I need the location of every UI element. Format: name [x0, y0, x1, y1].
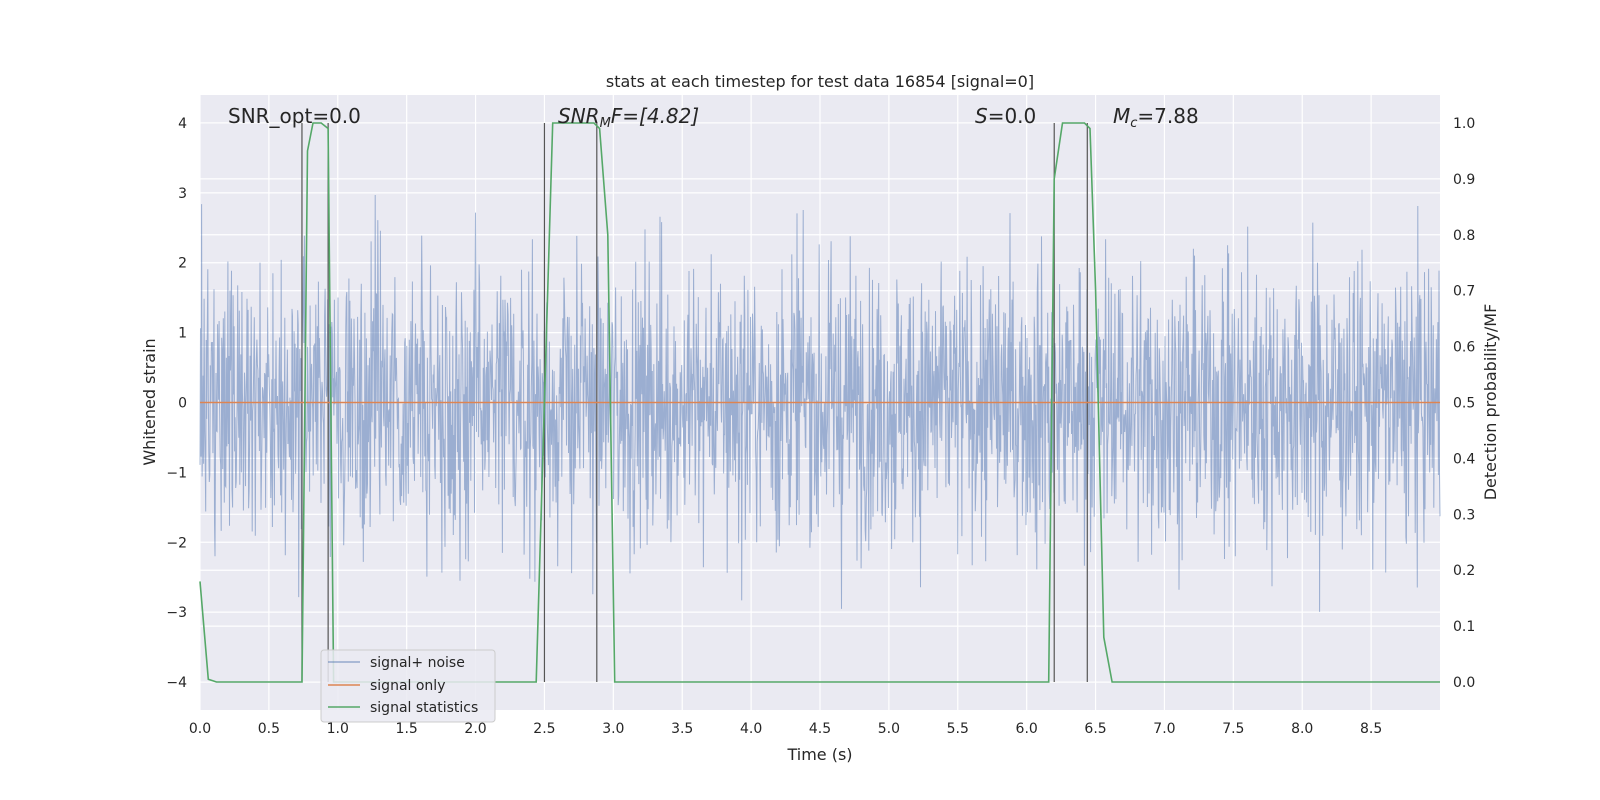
x-tick-label: 6.0: [1016, 721, 1038, 737]
y-right-tick-label: 0.9: [1453, 172, 1475, 188]
chart-title: stats at each timestep for test data 168…: [606, 72, 1034, 91]
mc-italic: M: [1113, 104, 1130, 128]
snr-mf-sub: M: [600, 116, 611, 131]
x-tick-label: 6.5: [1084, 721, 1106, 737]
x-tick-label: 5.0: [878, 721, 900, 737]
mc-rest: =7.88: [1137, 104, 1198, 128]
x-tick-label: 0.5: [258, 721, 280, 737]
y-right-tick-label: 0.3: [1453, 507, 1475, 523]
y-right-axis-label: Detection probability/MF: [1481, 304, 1500, 501]
annotation-mc: Mc=7.88: [1113, 104, 1199, 131]
legend-label-signal-statistics: signal statistics: [370, 700, 478, 716]
legend-label-signal-only: signal only: [370, 678, 445, 694]
x-tick-label: 4.0: [740, 721, 762, 737]
y-right-tick-label: 0.8: [1453, 228, 1475, 244]
annotation-snr-mf: SNRMF=[4.82]: [558, 104, 699, 131]
mc-sub: c: [1130, 116, 1137, 131]
x-tick-label: 2.5: [533, 721, 555, 737]
y-left-tick-label: −3: [166, 605, 187, 621]
signal-noise-series: [199, 194, 1441, 612]
y-left-tick-label: 4: [178, 116, 187, 132]
legend-box: [320, 649, 496, 723]
x-tick-label: 4.5: [809, 721, 831, 737]
y-left-tick-label: −2: [166, 535, 187, 551]
x-tick-label: 5.5: [947, 721, 969, 737]
y-right-tick-label: 0.6: [1453, 340, 1475, 356]
y-left-tick-label: 0: [178, 396, 187, 412]
y-right-tick-label: 0.4: [1453, 451, 1475, 467]
y-left-tick-label: 2: [178, 256, 187, 272]
x-tick-label: 1.0: [327, 721, 349, 737]
snr-mf-prefix: SNR: [558, 104, 600, 128]
annotation-snr-opt: SNR_opt=0.0: [228, 104, 361, 128]
y-left-axis-label: Whitened strain: [140, 338, 159, 465]
snr-mf-rest: F=[4.82]: [611, 104, 699, 128]
y-left-tick-label: 3: [178, 186, 187, 202]
x-tick-label: 8.0: [1291, 721, 1313, 737]
x-tick-label: 3.0: [602, 721, 624, 737]
y-left-tick-label: −4: [166, 675, 187, 691]
x-tick-label: 7.0: [1153, 721, 1175, 737]
x-tick-label: 0.0: [189, 721, 211, 737]
signal-statistics-line: [199, 122, 1440, 683]
y-left-tick-label: 1: [178, 326, 187, 342]
x-tick-label: 1.5: [396, 721, 418, 737]
y-left-tick-labels: −4 −3 −2 −1 0 1 2 3 4: [166, 116, 187, 691]
y-right-tick-label: 0.1: [1453, 619, 1475, 635]
y-right-tick-label: 0.2: [1453, 563, 1475, 579]
legend-label-signal-noise: signal+ noise: [370, 655, 465, 671]
x-tick-labels: 0.0 0.5 1.0 1.5 2.0 2.5 3.0 3.5 4.0 4.5 5.0 5.5 6.0 6…: [189, 721, 1382, 737]
y-left-tick-label: −1: [166, 465, 187, 481]
line-series: [199, 122, 1440, 683]
legend: signal+ noise signal only signal statist…: [320, 649, 496, 723]
annotation-s: S=0.0: [975, 104, 1036, 128]
x-axis-label: Time (s): [786, 745, 852, 764]
signal-noise-line: [199, 194, 1441, 612]
y-right-tick-labels: 0.0 0.1 0.2 0.3 0.4 0.5 0.6 0.7 0.8 0.9 1.0: [1453, 116, 1475, 691]
x-tick-label: 2.0: [464, 721, 486, 737]
y-right-tick-label: 0.0: [1453, 675, 1475, 691]
y-right-tick-label: 0.7: [1453, 284, 1475, 300]
x-tick-label: 7.5: [1222, 721, 1244, 737]
y-right-tick-label: 1.0: [1453, 116, 1475, 132]
x-tick-label: 8.5: [1360, 721, 1382, 737]
y-right-tick-label: 0.5: [1453, 396, 1475, 412]
s-italic: S: [975, 104, 988, 128]
x-tick-label: 3.5: [671, 721, 693, 737]
s-rest: =0.0: [988, 104, 1037, 128]
